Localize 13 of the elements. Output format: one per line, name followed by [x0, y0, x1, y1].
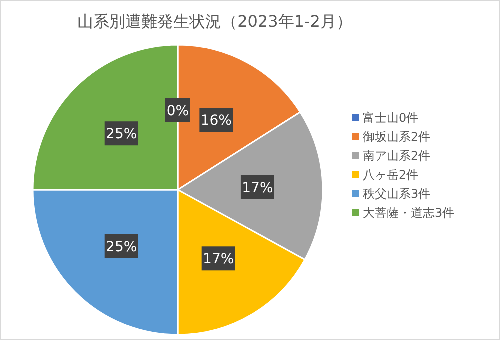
legend-label: 大菩薩・道志3件	[363, 206, 455, 220]
data-label: 17%	[203, 252, 234, 268]
data-label: 25%	[106, 126, 138, 143]
data-label: 17%	[242, 180, 274, 196]
legend-label: 富士山0件	[363, 111, 419, 125]
legend-label: 御坂山系2件	[363, 130, 431, 144]
legend-label: 南ア山系2件	[363, 149, 431, 163]
text: 0%	[166, 103, 190, 120]
chart-title: 山系別遭難発生状況（2023年1-2月）	[78, 12, 352, 31]
legend-label: 八ヶ岳2件	[363, 168, 419, 182]
data-label: 16%	[200, 113, 232, 130]
data-label: 25%	[106, 239, 138, 256]
legend-label: 秩父山系3件	[363, 187, 431, 201]
